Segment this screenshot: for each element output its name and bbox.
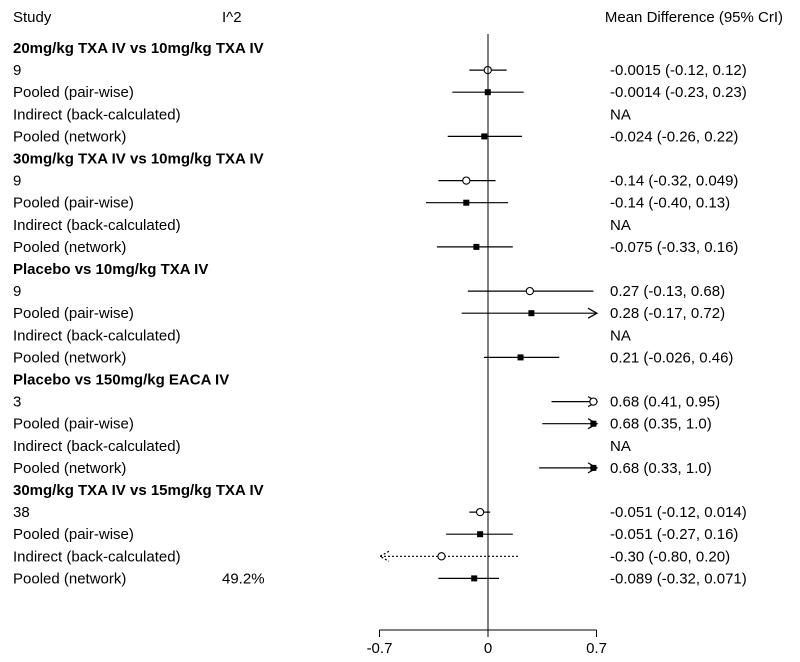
point-estimate-square [528, 310, 535, 317]
row-label: Indirect (back-calculated) [13, 106, 181, 123]
row-label: Pooled (network) [13, 128, 126, 145]
point-estimate-square [590, 464, 597, 471]
row-label: Pooled (network) [13, 570, 126, 587]
row-label: 3 [13, 394, 21, 411]
row-label: Pooled (pair-wise) [13, 305, 134, 322]
row-estimate: -0.051 (-0.12, 0.014) [610, 504, 747, 521]
x-axis: -0.7 0 0.7 [367, 34, 607, 657]
group-title: 30mg/kg TXA IV vs 15mg/kg TXA IV [13, 482, 264, 499]
header-estimate: Mean Difference (95% CrI) [605, 9, 783, 26]
row-label: 38 [13, 504, 30, 521]
row-estimate: -0.051 (-0.27, 0.16) [610, 526, 738, 543]
row-estimate: -0.075 (-0.33, 0.16) [610, 239, 738, 256]
point-estimate-square [517, 354, 524, 361]
row-label: 9 [13, 283, 21, 300]
row-estimate: -0.024 (-0.26, 0.22) [610, 128, 738, 145]
row-estimate: -0.089 (-0.32, 0.071) [610, 570, 747, 587]
point-estimate-square [471, 575, 478, 582]
point-estimate-square [473, 243, 480, 250]
row-label: Pooled (network) [13, 239, 126, 256]
row-estimate: -0.14 (-0.32, 0.049) [610, 173, 738, 190]
ci-arrow-right [587, 418, 599, 430]
row-estimate: NA [610, 106, 631, 123]
row-estimate: 0.28 (-0.17, 0.72) [610, 305, 725, 322]
point-estimate-circle [589, 397, 598, 406]
row-label: 9 [13, 173, 21, 190]
row-label: Pooled (pair-wise) [13, 84, 134, 101]
row-estimate: 0.68 (0.35, 1.0) [610, 416, 712, 433]
row-label: Indirect (back-calculated) [13, 438, 181, 455]
row-estimate: -0.30 (-0.80, 0.20) [610, 548, 730, 565]
row-estimate: 0.27 (-0.13, 0.68) [610, 283, 725, 300]
point-estimate-circle [437, 552, 446, 561]
row-label: Pooled (network) [13, 460, 126, 477]
row-label: Indirect (back-calculated) [13, 327, 181, 344]
row-estimate: 0.21 (-0.026, 0.46) [610, 349, 733, 366]
group-title: 30mg/kg TXA IV vs 10mg/kg TXA IV [13, 151, 264, 168]
group-title: Placebo vs 150mg/kg EACA IV [13, 372, 229, 389]
point-estimate-square [477, 531, 484, 538]
row-label: Indirect (back-calculated) [13, 548, 181, 565]
row-estimate: -0.0014 (-0.23, 0.23) [610, 84, 747, 101]
group-title: 20mg/kg TXA IV vs 10mg/kg TXA IV [13, 40, 264, 57]
point-estimate-circle [475, 507, 485, 517]
row-label: Pooled (pair-wise) [13, 195, 134, 212]
row-estimate: -0.0015 (-0.12, 0.12) [610, 62, 747, 79]
ci-arrow-left [378, 550, 390, 562]
x-tick-label: 0 [484, 640, 492, 657]
row-estimate: NA [610, 327, 631, 344]
row-i2: 49.2% [222, 570, 265, 587]
group-title: Placebo vs 10mg/kg TXA IV [13, 261, 208, 278]
row-estimate: NA [610, 438, 631, 455]
row-label: Pooled (network) [13, 349, 126, 366]
point-estimate-square [481, 133, 488, 140]
point-estimate-square [590, 420, 597, 427]
x-tick-label: 0.7 [586, 640, 607, 657]
ci-arrow-right [587, 307, 599, 319]
row-estimate: -0.14 (-0.40, 0.13) [610, 195, 730, 212]
row-label: Indirect (back-calculated) [13, 217, 181, 234]
row-estimate: 0.68 (0.41, 0.95) [610, 394, 720, 411]
row-estimate: 0.68 (0.33, 1.0) [610, 460, 712, 477]
point-estimate-circle [525, 286, 534, 296]
ci-arrow-right [587, 462, 599, 474]
row-label: 9 [13, 62, 21, 79]
row-label: Pooled (pair-wise) [13, 526, 134, 543]
header-study: Study [13, 9, 52, 26]
forest-rows: 20mg/kg TXA IV vs 10mg/kg TXA IV 9 -0.0015… [13, 40, 747, 587]
point-estimate-square [463, 199, 470, 206]
x-tick-label: -0.7 [367, 640, 393, 657]
row-estimate: NA [610, 217, 631, 234]
point-estimate-circle [462, 176, 471, 185]
row-label: Pooled (pair-wise) [13, 416, 134, 433]
header-i2: I^2 [222, 9, 242, 26]
